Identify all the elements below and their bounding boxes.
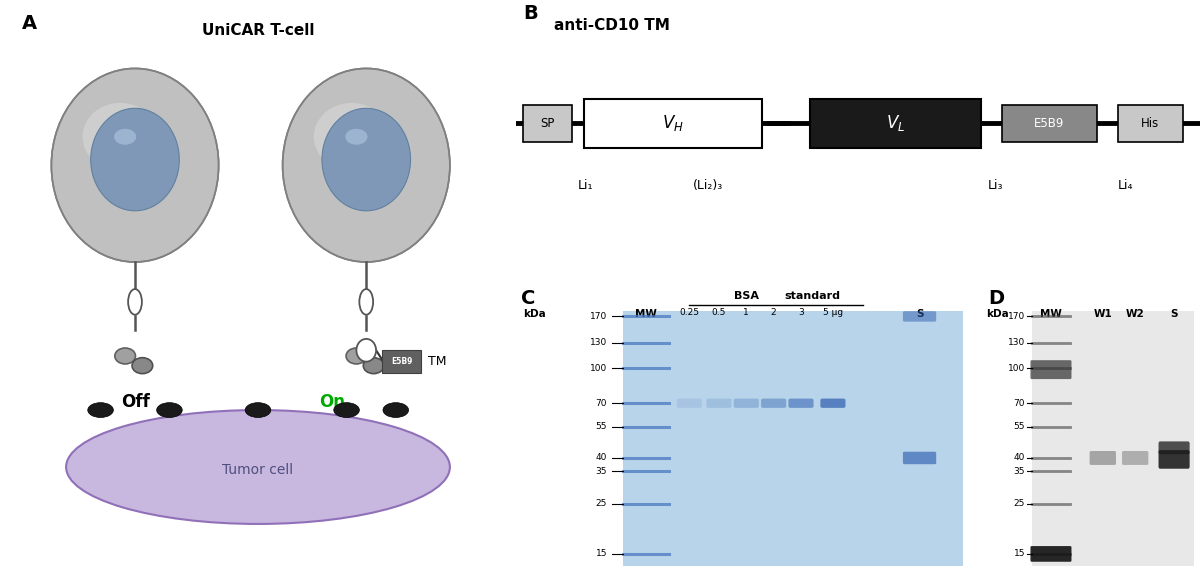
- Text: 15: 15: [1014, 550, 1025, 558]
- FancyBboxPatch shape: [1158, 442, 1189, 454]
- Ellipse shape: [364, 358, 384, 374]
- FancyBboxPatch shape: [677, 399, 702, 408]
- FancyBboxPatch shape: [584, 99, 762, 148]
- Ellipse shape: [383, 403, 408, 418]
- Text: 25: 25: [1014, 500, 1025, 508]
- Text: 170: 170: [1008, 312, 1025, 321]
- FancyBboxPatch shape: [1031, 546, 1072, 562]
- Circle shape: [91, 108, 179, 211]
- Text: Li₁: Li₁: [577, 179, 593, 192]
- Ellipse shape: [115, 348, 136, 364]
- Text: 100: 100: [1008, 364, 1025, 373]
- Circle shape: [283, 69, 450, 262]
- Text: 3: 3: [798, 308, 804, 317]
- Text: W1: W1: [1093, 309, 1112, 319]
- Text: $V_H$: $V_H$: [662, 113, 684, 134]
- Text: $V_L$: $V_L$: [886, 113, 905, 134]
- Text: 70: 70: [595, 399, 607, 408]
- Ellipse shape: [83, 103, 158, 171]
- Text: S: S: [916, 309, 923, 319]
- Text: standard: standard: [785, 291, 840, 302]
- FancyBboxPatch shape: [902, 451, 936, 464]
- FancyBboxPatch shape: [707, 399, 732, 408]
- Circle shape: [322, 108, 410, 211]
- Ellipse shape: [346, 348, 367, 364]
- Ellipse shape: [88, 403, 113, 418]
- FancyBboxPatch shape: [1031, 360, 1072, 379]
- Text: 15: 15: [595, 550, 607, 558]
- Text: Tumor cell: Tumor cell: [222, 463, 294, 477]
- Text: 55: 55: [595, 422, 607, 431]
- Ellipse shape: [359, 289, 373, 315]
- Text: S: S: [1170, 309, 1178, 319]
- Text: MW: MW: [1040, 309, 1062, 319]
- Ellipse shape: [314, 103, 389, 171]
- Text: 35: 35: [595, 467, 607, 475]
- Text: A: A: [22, 15, 37, 33]
- Text: (Li₂)₃: (Li₂)₃: [692, 179, 722, 192]
- FancyBboxPatch shape: [1002, 105, 1098, 142]
- Text: C: C: [521, 289, 535, 308]
- FancyBboxPatch shape: [761, 399, 786, 408]
- Circle shape: [52, 69, 218, 262]
- Ellipse shape: [245, 403, 271, 418]
- FancyBboxPatch shape: [1118, 105, 1183, 142]
- Text: TM: TM: [427, 355, 446, 368]
- Text: 0.25: 0.25: [679, 308, 700, 317]
- Text: 130: 130: [590, 338, 607, 347]
- Text: 170: 170: [590, 312, 607, 321]
- Text: 100: 100: [590, 364, 607, 373]
- Text: Li₃: Li₃: [988, 179, 1003, 192]
- Text: 35: 35: [1014, 467, 1025, 475]
- FancyBboxPatch shape: [1090, 451, 1116, 465]
- FancyBboxPatch shape: [902, 311, 936, 322]
- Text: On: On: [319, 393, 344, 411]
- Text: kDa: kDa: [986, 309, 1009, 319]
- Bar: [1032, 311, 1194, 566]
- FancyBboxPatch shape: [821, 399, 846, 408]
- Text: MW: MW: [635, 309, 656, 319]
- Ellipse shape: [114, 129, 137, 145]
- Text: anti-CD10 TM: anti-CD10 TM: [553, 18, 670, 33]
- FancyBboxPatch shape: [1122, 451, 1148, 465]
- Text: 0.5: 0.5: [712, 308, 726, 317]
- Text: E5B9: E5B9: [1034, 117, 1064, 130]
- Text: 5 μg: 5 μg: [823, 308, 842, 317]
- FancyBboxPatch shape: [810, 99, 982, 148]
- Text: E5B9: E5B9: [391, 357, 413, 366]
- Text: BSA: BSA: [733, 291, 758, 302]
- Text: Li₄: Li₄: [1118, 179, 1134, 192]
- Text: 1: 1: [744, 308, 749, 317]
- Ellipse shape: [132, 358, 152, 374]
- FancyBboxPatch shape: [733, 399, 758, 408]
- Text: 25: 25: [596, 500, 607, 508]
- FancyBboxPatch shape: [788, 399, 814, 408]
- Text: UniCAR T-cell: UniCAR T-cell: [202, 23, 314, 38]
- Text: B: B: [523, 3, 538, 23]
- FancyBboxPatch shape: [523, 105, 572, 142]
- Circle shape: [356, 339, 376, 361]
- Text: His: His: [1141, 117, 1159, 130]
- FancyBboxPatch shape: [383, 350, 421, 373]
- Text: D: D: [989, 289, 1004, 308]
- Text: 55: 55: [1014, 422, 1025, 431]
- FancyBboxPatch shape: [1158, 450, 1189, 469]
- Ellipse shape: [346, 129, 367, 145]
- Text: 2: 2: [770, 308, 776, 317]
- Bar: [623, 311, 962, 566]
- Ellipse shape: [66, 410, 450, 524]
- Text: kDa: kDa: [523, 309, 546, 319]
- Text: 130: 130: [1008, 338, 1025, 347]
- Text: 40: 40: [1014, 453, 1025, 462]
- Ellipse shape: [334, 403, 359, 418]
- Text: 70: 70: [1014, 399, 1025, 408]
- Text: SP: SP: [540, 117, 554, 130]
- Text: W2: W2: [1126, 309, 1145, 319]
- Ellipse shape: [157, 403, 182, 418]
- Text: 40: 40: [596, 453, 607, 462]
- Ellipse shape: [128, 289, 142, 315]
- Text: Off: Off: [121, 393, 149, 411]
